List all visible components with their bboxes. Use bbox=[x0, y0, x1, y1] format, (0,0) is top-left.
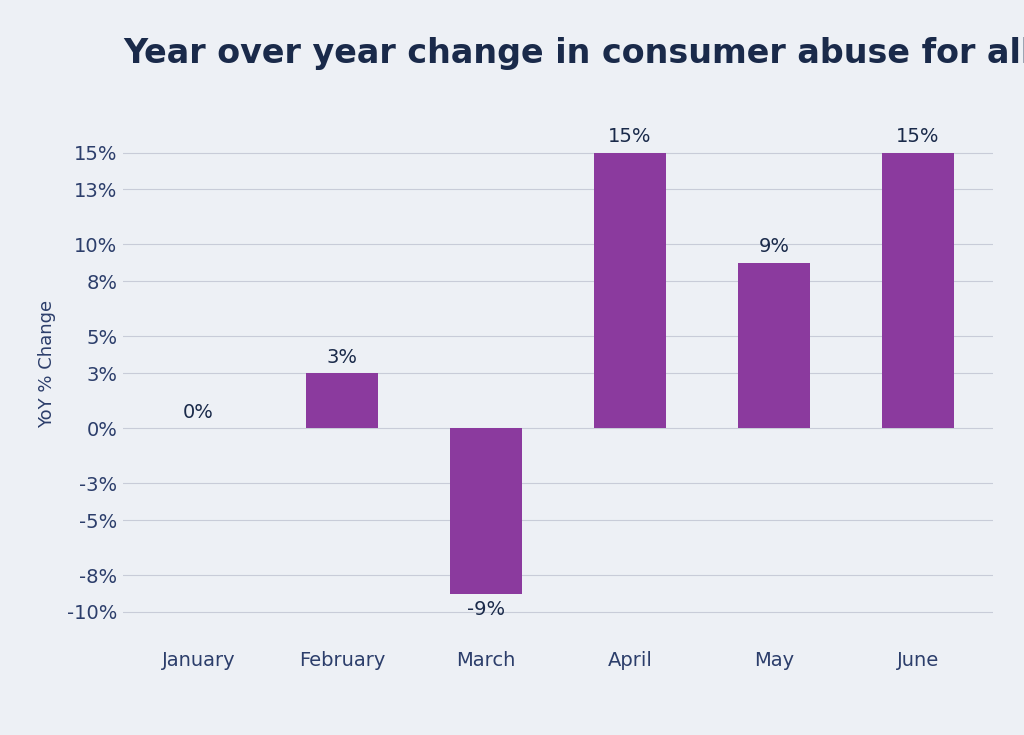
Text: 3%: 3% bbox=[327, 348, 357, 367]
Text: 15%: 15% bbox=[896, 127, 939, 146]
Y-axis label: YoY % Change: YoY % Change bbox=[38, 300, 56, 428]
Text: 15%: 15% bbox=[608, 127, 651, 146]
Bar bbox=[451, 428, 522, 594]
Text: 0%: 0% bbox=[183, 403, 214, 422]
Text: 9%: 9% bbox=[759, 237, 790, 257]
Bar bbox=[882, 153, 953, 428]
Bar bbox=[738, 263, 810, 428]
Text: Year over year change in consumer abuse for all verticals: Year over year change in consumer abuse … bbox=[123, 37, 1024, 71]
Bar bbox=[594, 153, 666, 428]
Bar bbox=[306, 373, 378, 428]
Text: -9%: -9% bbox=[467, 600, 505, 619]
